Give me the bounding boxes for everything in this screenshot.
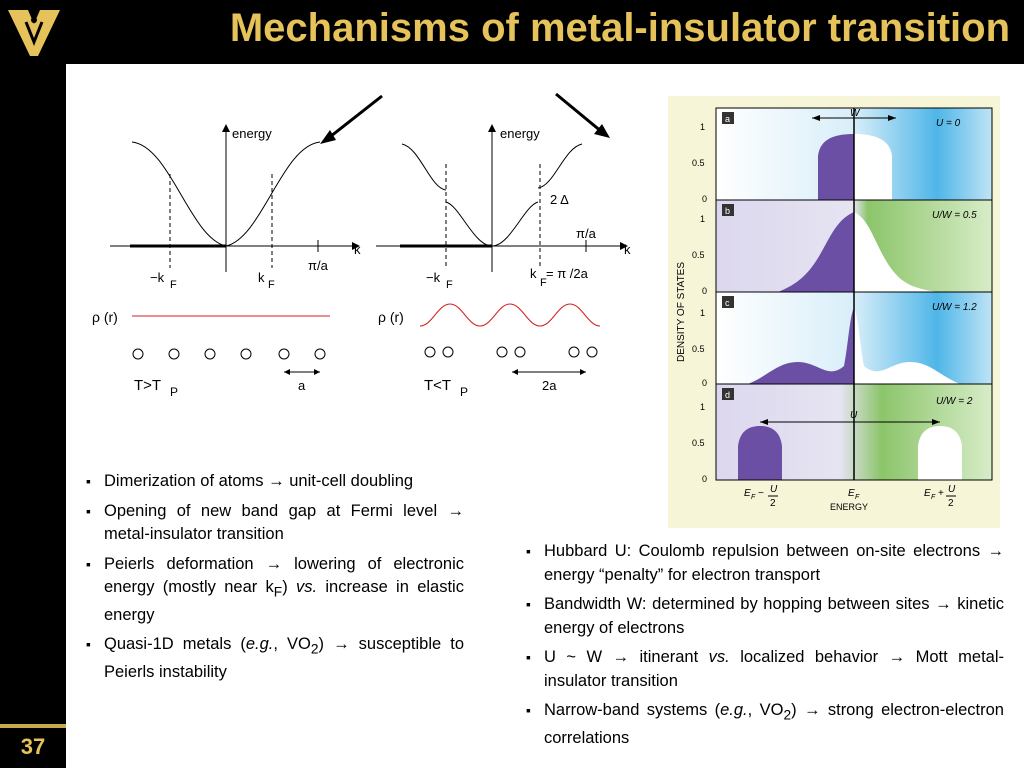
temp-label: T>T bbox=[134, 377, 161, 394]
pos-kf-label: k bbox=[530, 266, 537, 281]
hubbard-bullet-list: Hubbard U: Coulomb repulsion between on-… bbox=[526, 540, 1004, 756]
tick-label: 1 bbox=[700, 402, 705, 412]
hubbard-figure: DENSITY OF STATES a W U = 0 b U/W = 0.5 … bbox=[668, 96, 1000, 528]
tick-label: 0.5 bbox=[692, 344, 705, 354]
x-tick-frac-den: 2 bbox=[770, 498, 776, 509]
tick-label: 0 bbox=[702, 286, 707, 296]
neg-kf-label: −k bbox=[150, 270, 165, 285]
temp-sub: P bbox=[460, 385, 468, 399]
x-tick-plus: E bbox=[924, 488, 931, 499]
tick-label: 0 bbox=[702, 378, 707, 388]
hubbard-panel-b: b U/W = 0.5 bbox=[716, 200, 992, 292]
panel-letter: a bbox=[725, 114, 730, 124]
arrow-icon: → bbox=[803, 701, 821, 719]
tick-label: 1 bbox=[700, 214, 705, 224]
width-label: W bbox=[850, 108, 861, 119]
x-tick-plus-sign: + bbox=[938, 488, 944, 499]
x-tick-plus-sub: F bbox=[931, 494, 936, 501]
k-axis-label: k bbox=[624, 242, 631, 257]
x-tick-minus-sign: − bbox=[758, 488, 764, 499]
panel-letter: c bbox=[725, 298, 730, 308]
hubbard-panel-d: d U U/W = 2 bbox=[716, 384, 992, 480]
pi-a-label: π/a bbox=[576, 226, 597, 241]
peierls-bullet-list: Dimerization of atoms → unit-cell doubli… bbox=[86, 470, 464, 691]
arrow-icon: → bbox=[612, 648, 630, 666]
header-bar bbox=[0, 0, 1024, 64]
neg-kf-sub: F bbox=[446, 279, 453, 291]
pointer-arrow-right bbox=[555, 92, 610, 138]
x-tick-frac-num: U bbox=[948, 484, 956, 495]
page-number: 37 bbox=[20, 734, 46, 759]
tick-label: 0 bbox=[702, 474, 707, 484]
kf-equals-label: = π /2a bbox=[546, 266, 589, 281]
spacing-2a-label: 2a bbox=[542, 378, 557, 393]
rho-label: ρ (r) bbox=[378, 309, 404, 325]
rho-label: ρ (r) bbox=[92, 309, 118, 325]
y-ticks: 1 0.5 0 1 0.5 0 1 0.5 0 1 0.5 0 bbox=[692, 122, 707, 484]
arrow-icon: → bbox=[935, 595, 952, 613]
left-sidebar-bar bbox=[0, 0, 66, 768]
neg-kf-label: −k bbox=[426, 270, 441, 285]
neg-kf-sub: F bbox=[170, 279, 177, 291]
peierls-figure: energy k −k F k F π/a ρ (r) a T>T P bbox=[92, 92, 631, 399]
u-label: U bbox=[850, 410, 858, 421]
bullet-dimerization: Dimerization of atoms → unit-cell doubli… bbox=[86, 470, 464, 494]
arrow-icon: → bbox=[265, 554, 283, 573]
bullet-bandwidth-w: Bandwidth W: determined by hopping betwe… bbox=[526, 593, 1004, 640]
tick-label: 1 bbox=[700, 308, 705, 318]
energy-axis-label: energy bbox=[232, 126, 272, 141]
pos-kf-sub: F bbox=[540, 277, 547, 289]
x-tick-frac-den: 2 bbox=[948, 498, 954, 509]
pi-a-label: π/a bbox=[308, 258, 329, 273]
gap-label: 2 Δ bbox=[550, 192, 569, 207]
pos-kf-sub: F bbox=[268, 279, 275, 291]
k-axis-label: k bbox=[354, 242, 361, 257]
temp-sub: P bbox=[170, 385, 178, 399]
panel-letter: d bbox=[725, 390, 730, 400]
hubbard-panel-a: a W U = 0 bbox=[716, 108, 992, 200]
bullet-quasi-1d: Quasi-1D metals (e.g., VO2) → susceptibl… bbox=[86, 633, 464, 684]
slide-title: Mechanisms of metal-insulator transition bbox=[229, 6, 1010, 50]
charge-density-left: ρ (r) a T>T P bbox=[92, 309, 330, 399]
arrow-icon: → bbox=[268, 472, 285, 490]
bullet-peierls-deformation: Peierls deformation → lowering of electr… bbox=[86, 553, 464, 628]
panel-letter: b bbox=[725, 206, 730, 216]
tick-label: 0.5 bbox=[692, 438, 705, 448]
bullet-u-vs-w: U ~ W → itinerant vs. localized behavior… bbox=[526, 646, 1004, 693]
spacing-a-label: a bbox=[298, 378, 306, 393]
pos-kf-label: k bbox=[258, 270, 265, 285]
energy-axis-label: energy bbox=[500, 126, 540, 141]
x-tick-minus-sub: F bbox=[751, 494, 756, 501]
x-tick-center-sub: F bbox=[855, 494, 860, 501]
energy-axis-label: ENERGY bbox=[830, 502, 868, 512]
panel-ratio: U/W = 2 bbox=[936, 396, 973, 407]
pointer-arrow-left bbox=[320, 94, 383, 144]
panel-ratio: U/W = 1.2 bbox=[932, 302, 977, 313]
x-tick-frac-num: U bbox=[770, 484, 778, 495]
arrow-icon: → bbox=[987, 542, 1005, 560]
tick-label: 1 bbox=[700, 122, 705, 132]
x-tick-center: E bbox=[848, 488, 855, 499]
x-ticks: E F − U 2 E F ENERGY E F + U 2 bbox=[744, 484, 956, 512]
arrow-icon: → bbox=[888, 648, 906, 666]
temp-label: T<T bbox=[424, 377, 451, 394]
bullet-band-gap: Opening of new band gap at Fermi level →… bbox=[86, 500, 464, 547]
hubbard-panel-c: c U/W = 1.2 bbox=[716, 292, 992, 384]
gold-divider bbox=[0, 724, 66, 728]
band-diagram-right: energy k 2 Δ π/a −k F k F = π /2a bbox=[376, 124, 631, 291]
arrow-icon: → bbox=[447, 501, 465, 520]
bullet-narrow-band: Narrow-band systems (e.g., VO2) → strong… bbox=[526, 699, 1004, 750]
panel-ratio: U/W = 0.5 bbox=[932, 210, 977, 221]
tick-label: 0.5 bbox=[692, 158, 705, 168]
charge-density-right: ρ (r) 2a T<T P bbox=[378, 303, 601, 399]
tick-label: 0.5 bbox=[692, 250, 705, 260]
bullet-hubbard-u: Hubbard U: Coulomb repulsion between on-… bbox=[526, 540, 1004, 587]
arrow-icon: → bbox=[333, 635, 350, 654]
dos-axis-label: DENSITY OF STATES bbox=[676, 262, 687, 362]
vanderbilt-logo bbox=[8, 10, 60, 56]
tick-label: 0 bbox=[702, 194, 707, 204]
x-tick-minus: E bbox=[744, 488, 751, 499]
band-diagram-left: energy k −k F k F π/a bbox=[110, 124, 361, 291]
panel-ratio: U = 0 bbox=[936, 118, 961, 129]
